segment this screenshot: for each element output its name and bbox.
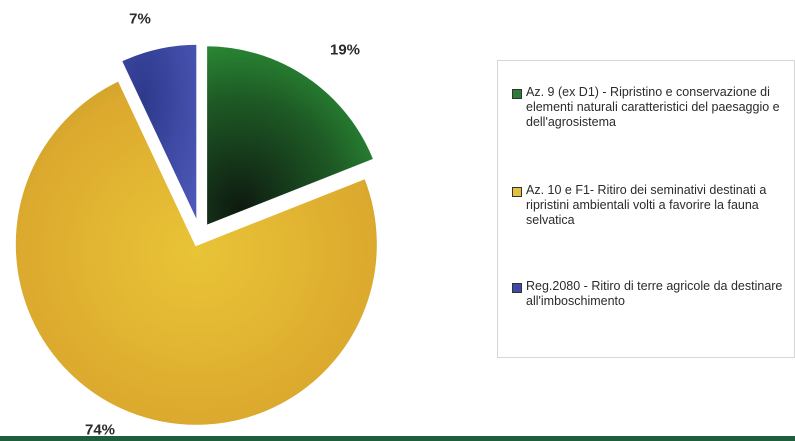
legend-item: Reg.2080 - Ritiro di terre agricole da d…: [512, 279, 786, 309]
pie-slice: [204, 43, 377, 229]
legend-label: Az. 10 e F1- Ritiro dei seminativi desti…: [526, 183, 767, 227]
legend-item: Az. 9 (ex D1) - Ripristino e conservazio…: [512, 85, 786, 130]
pie-slice: [118, 41, 200, 226]
legend-swatch: [512, 89, 522, 99]
slice-percent-label: 19%: [329, 41, 361, 59]
legend-item: Az. 10 e F1- Ritiro dei seminativi desti…: [512, 183, 786, 228]
legend-label: Az. 9 (ex D1) - Ripristino e conservazio…: [526, 85, 780, 129]
pie-slice: [12, 77, 380, 428]
bottom-accent-bar: [0, 436, 795, 441]
chart-legend: Az. 9 (ex D1) - Ripristino e conservazio…: [497, 60, 795, 358]
slice-percent-label: 7%: [129, 10, 151, 28]
slice-percent-label: 74%: [84, 421, 116, 439]
legend-swatch: [512, 283, 522, 293]
legend-label: Reg.2080 - Ritiro di terre agricole da d…: [526, 279, 783, 308]
legend-swatch: [512, 187, 522, 197]
